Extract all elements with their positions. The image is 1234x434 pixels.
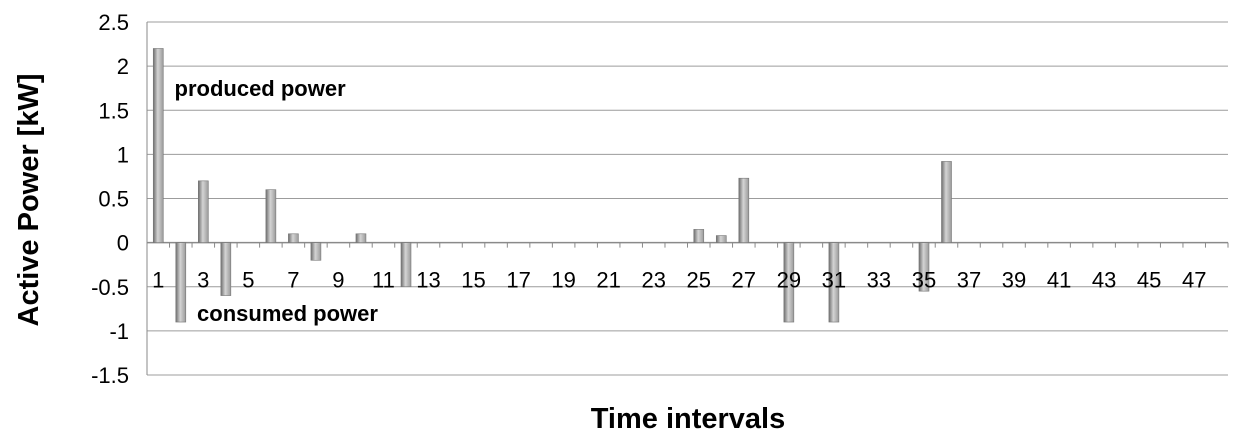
y-tick-label: 2 xyxy=(117,54,129,79)
x-tick-label: 3 xyxy=(197,268,209,293)
x-tick-label: 31 xyxy=(822,268,846,293)
x-tick-label: 1 xyxy=(152,268,164,293)
bar xyxy=(310,242,322,261)
annotation-label: consumed power xyxy=(197,301,378,326)
y-tick-label: 0 xyxy=(117,231,129,256)
bar xyxy=(693,229,705,243)
x-tick-label: 9 xyxy=(332,268,344,293)
x-tick-label: 33 xyxy=(867,268,891,293)
bar xyxy=(738,177,750,243)
x-tick-label: 35 xyxy=(912,268,936,293)
y-tick-labels: -1.5 -1 -0.5 0 0.5 1 1.5 2 2.5 xyxy=(91,10,129,388)
x-tick-label: 43 xyxy=(1092,268,1116,293)
x-tick-labels: 1 3 5 7 9 11 13 15 17 19 21 23 25 27 29 31 33 35 37 39 41 43 4… xyxy=(152,268,1206,293)
bar xyxy=(265,189,277,243)
x-tick-label: 41 xyxy=(1047,268,1071,293)
bars xyxy=(152,48,952,323)
x-tick-label: 7 xyxy=(287,268,299,293)
bar xyxy=(715,235,727,243)
y-tick-label: 0.5 xyxy=(98,187,129,212)
bar xyxy=(288,233,299,243)
x-tick-label: 23 xyxy=(641,268,665,293)
x-tick-label: 37 xyxy=(957,268,981,293)
x-tick-label: 29 xyxy=(777,268,801,293)
x-tick-label: 27 xyxy=(732,268,756,293)
y-tick-label: 1 xyxy=(117,142,129,167)
x-tick-label: 17 xyxy=(506,268,530,293)
bar xyxy=(355,233,367,243)
bar xyxy=(918,242,930,292)
x-tick-label: 39 xyxy=(1002,268,1026,293)
x-tick-label: 25 xyxy=(687,268,711,293)
bar xyxy=(152,48,164,243)
x-tick-label: 45 xyxy=(1137,268,1161,293)
y-tick-label: -0.5 xyxy=(91,275,129,300)
bar xyxy=(828,242,840,323)
x-tick-label: 5 xyxy=(242,268,254,293)
x-tick-label: 13 xyxy=(416,268,440,293)
y-tick-label: -1.5 xyxy=(91,363,129,388)
gridlines xyxy=(146,21,1229,376)
annotation-label: produced power xyxy=(175,76,347,101)
x-tick-label: 47 xyxy=(1182,268,1206,293)
annotations: produced power consumed power xyxy=(175,76,379,326)
bar xyxy=(941,161,952,243)
x-axis-title: Time intervals xyxy=(591,403,786,434)
bar xyxy=(783,242,795,323)
x-tick-label: 11 xyxy=(372,268,395,293)
bar xyxy=(175,242,187,323)
bar xyxy=(198,180,209,243)
bar xyxy=(220,242,232,296)
bar xyxy=(400,242,412,288)
y-axis-title: Active Power [kW] xyxy=(13,74,45,327)
y-tick-label: 2.5 xyxy=(98,10,129,35)
x-tick-label: 21 xyxy=(596,268,620,293)
y-tick-label: 1.5 xyxy=(98,98,129,123)
x-tick-label: 15 xyxy=(461,268,485,293)
y-tick-label: -1 xyxy=(109,319,129,344)
x-tick-label: 19 xyxy=(551,268,575,293)
